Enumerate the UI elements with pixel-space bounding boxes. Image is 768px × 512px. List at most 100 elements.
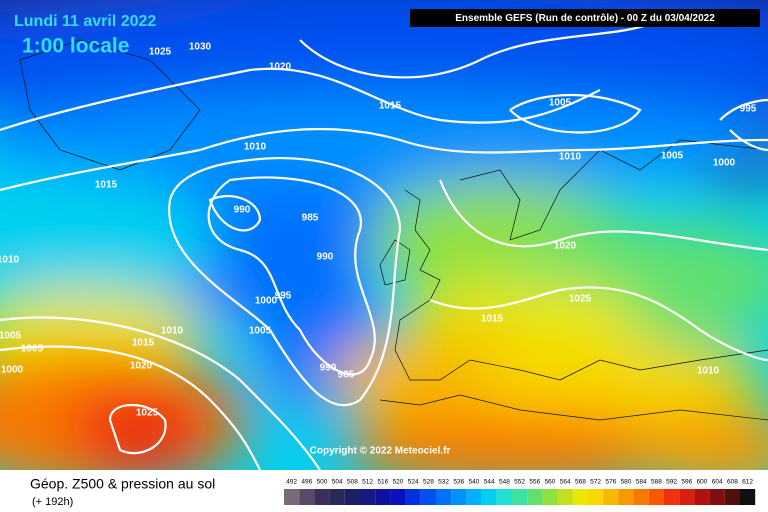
colorbar-swatch <box>314 489 330 505</box>
isobar-label: 1010 <box>244 142 267 153</box>
colorbar-swatch <box>557 489 573 505</box>
colorbar-label: 536 <box>453 479 464 486</box>
isobar-label: 1025 <box>149 47 172 58</box>
field-blobs <box>0 0 768 470</box>
colorbar-swatch <box>709 489 725 505</box>
colorbar-swatch <box>572 489 588 505</box>
colorbar-label: 608 <box>727 479 738 486</box>
colorbar-swatch <box>344 489 360 505</box>
colorbar-swatch <box>694 489 710 505</box>
isobar-label: 1015 <box>132 338 155 349</box>
colorbar-swatch <box>299 489 315 505</box>
colorbar-label: 584 <box>636 479 647 486</box>
copyright: Copyright © 2022 Meteociel.fr <box>310 446 451 457</box>
colorbar-label: 572 <box>590 479 601 486</box>
run-box <box>410 9 760 27</box>
field-blob <box>70 380 210 470</box>
colorbar-swatch <box>390 489 406 505</box>
colorbar-label: 552 <box>514 479 525 486</box>
colorbar-label: 600 <box>697 479 708 486</box>
isobar-label: 995 <box>740 104 757 115</box>
colorbar-label: 500 <box>317 479 328 486</box>
geopotential-field <box>0 0 768 470</box>
colorbar-label: 612 <box>742 479 753 486</box>
footer-title: Géop. Z500 & pression au sol <box>30 476 215 492</box>
isobar-label: 1025 <box>569 294 592 305</box>
colorbar-label: 604 <box>712 479 723 486</box>
time-label: 1:00 locale <box>22 35 129 58</box>
isobar-label: 1005 <box>661 151 684 162</box>
isobar-label: 1005 <box>0 331 22 342</box>
colorbar-swatch <box>633 489 649 505</box>
colorbar-label: 592 <box>666 479 677 486</box>
colorbar-swatch <box>436 489 452 505</box>
isobar-label: 1030 <box>189 42 212 53</box>
colorbar-swatch <box>648 489 664 505</box>
field-blob <box>470 340 768 420</box>
colorbar-label: 496 <box>301 479 312 486</box>
colorbar-label: 504 <box>332 479 343 486</box>
colorbar-swatch <box>420 489 436 505</box>
isobar-label: 1015 <box>481 314 504 325</box>
colorbar-label: 556 <box>529 479 540 486</box>
colorbar-swatch <box>588 489 604 505</box>
colorbar-swatch <box>618 489 634 505</box>
colorbar-label: 588 <box>651 479 662 486</box>
colorbar-label: 520 <box>393 479 404 486</box>
colorbar-label: 560 <box>545 479 556 486</box>
colorbar-label: 492 <box>286 479 297 486</box>
colorbar-swatch <box>405 489 421 505</box>
colorbar-swatch <box>451 489 467 505</box>
run-label: Ensemble GEFS (Run de contrôle) - 00 Z d… <box>455 13 715 24</box>
colorbar-swatch <box>481 489 497 505</box>
colorbar-label: 548 <box>499 479 510 486</box>
isobar-label: 1025 <box>136 408 159 419</box>
colorbar-label: 580 <box>621 479 632 486</box>
colorbar-swatch <box>679 489 695 505</box>
isobar-label: 1005 <box>249 326 272 337</box>
colorbar-label: 544 <box>484 479 495 486</box>
colorbar-label: 576 <box>605 479 616 486</box>
field-blob <box>0 290 210 370</box>
isobar-labels: 1030 1025 1020 1015 1005 995 1010 1010 1005 1000 1… <box>0 42 757 419</box>
colorbar-swatch <box>284 489 300 505</box>
colorbar-label: 568 <box>575 479 586 486</box>
colorbar: 492 496 500 504 508 512 516 520 524 528 532 536 540 5… <box>284 479 756 505</box>
isobar-label: 1020 <box>269 62 292 73</box>
isobar-label: 985 <box>302 213 319 224</box>
colorbar-label: 540 <box>469 479 480 486</box>
colorbar-label: 596 <box>681 479 692 486</box>
colorbar-label: 564 <box>560 479 571 486</box>
isobar-label: 1020 <box>554 241 577 252</box>
isobar-label: 985 <box>338 370 355 381</box>
colorbar-swatch <box>664 489 680 505</box>
isobar-label: 1010 <box>697 366 720 377</box>
isobar-label: 1010 <box>0 255 20 266</box>
colorbar-swatch <box>375 489 391 505</box>
field-blob <box>0 180 220 300</box>
colorbar-swatch <box>360 489 376 505</box>
colorbar-label: 528 <box>423 479 434 486</box>
isobar-label: 1020 <box>130 361 153 372</box>
colorbar-label: 512 <box>362 479 373 486</box>
isobar-label: 995 <box>275 291 292 302</box>
colorbar-label: 508 <box>347 479 358 486</box>
isobar-label: 990 <box>234 205 251 216</box>
isobar-label: 1015 <box>95 180 118 191</box>
isobar-label: 990 <box>320 363 337 374</box>
colorbar-swatch <box>329 489 345 505</box>
colorbar-label: 516 <box>377 479 388 486</box>
date-label: Lundi 11 avril 2022 <box>14 13 156 30</box>
isobar-label: 1000 <box>255 296 278 307</box>
isobar-label: 1000 <box>1 365 24 376</box>
colorbar-label: 524 <box>408 479 419 486</box>
colorbar-label: 532 <box>438 479 449 486</box>
footer-lead: (+ 192h) <box>32 496 73 508</box>
field-blob <box>340 410 700 470</box>
colorbar-swatch <box>603 489 619 505</box>
coastlines <box>19 39 768 421</box>
isobar-label: 1010 <box>559 152 582 163</box>
field-blob <box>630 410 768 470</box>
colorbar-swatch <box>466 489 482 505</box>
